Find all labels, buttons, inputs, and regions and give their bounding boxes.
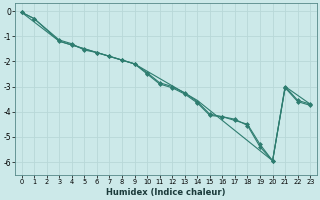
- X-axis label: Humidex (Indice chaleur): Humidex (Indice chaleur): [106, 188, 226, 197]
